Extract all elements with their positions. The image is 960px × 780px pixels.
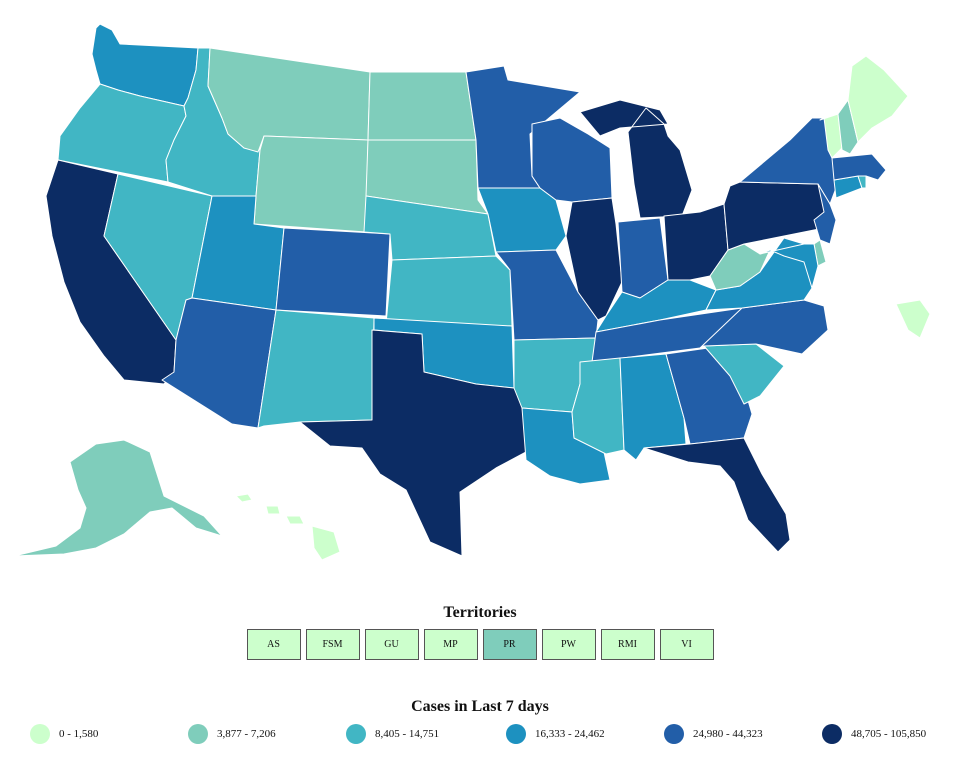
legend-swatch [506,724,526,744]
state-dc[interactable] [895,299,931,339]
state-mn[interactable] [465,65,581,189]
state-mi[interactable] [579,99,693,219]
us-map [13,23,931,561]
territory-button-mp[interactable]: MP [423,629,478,660]
territory-label: FSM [322,639,343,650]
state-md[interactable] [759,243,819,289]
territory-label: VI [681,639,692,650]
territory-button-rmi[interactable]: RMI [600,629,655,660]
legend-label: 24,980 - 44,323 [693,728,763,740]
legend-label: 8,405 - 14,751 [375,728,440,740]
legend-item: 48,705 - 105,850 [822,722,926,746]
territory-label: PW [561,639,576,650]
state-co[interactable] [275,227,391,317]
territory-buttons: AS FSM GU MP PR PW RMI VI [0,629,960,660]
legend-swatch [30,724,50,744]
legend-item: 8,405 - 14,751 [346,722,439,746]
legend-items: 0 - 1,580 3,877 - 7,206 8,405 - 14,751 1… [0,722,960,746]
state-me[interactable] [847,55,909,143]
state-nm[interactable] [257,309,375,429]
legend-label: 3,877 - 7,206 [217,728,276,740]
territory-label: RMI [618,639,637,650]
state-sd[interactable] [365,139,489,215]
state-mo[interactable] [495,249,599,341]
legend-label: 0 - 1,580 [59,728,99,740]
legend-item: 0 - 1,580 [30,722,98,746]
state-tx[interactable] [299,329,527,557]
legend-swatch [822,724,842,744]
state-fl[interactable] [643,437,791,553]
territory-label: GU [384,639,399,650]
state-ks[interactable] [385,255,513,327]
legend-item: 24,980 - 44,323 [664,722,763,746]
legend-item: 16,333 - 24,462 [506,722,605,746]
territory-button-as[interactable]: AS [246,629,301,660]
us-map-svg [13,23,931,561]
legend-swatch [664,724,684,744]
legend-label: 16,333 - 24,462 [535,728,605,740]
state-mt[interactable] [207,47,371,153]
state-ma[interactable] [831,153,887,181]
territory-button-gu[interactable]: GU [364,629,419,660]
territories-panel: Territories AS FSM GU MP PR PW RMI VI [0,604,960,660]
state-pa[interactable] [723,181,829,251]
territory-label: PR [503,639,516,650]
state-ak[interactable] [13,439,223,557]
legend-title: Cases in Last 7 days [411,698,549,715]
legend-label: 48,705 - 105,850 [851,728,927,740]
legend-item: 3,877 - 7,206 [188,722,276,746]
state-ms[interactable] [571,357,625,455]
legend: Cases in Last 7 days 0 - 1,580 3,877 - 7… [0,698,960,744]
legend-swatch [188,724,208,744]
territory-button-pr[interactable]: PR [482,629,537,660]
territory-label: AS [267,639,280,650]
territory-button-fsm[interactable]: FSM [305,629,360,660]
territory-button-vi[interactable]: VI [659,629,714,660]
state-nh[interactable] [837,99,859,155]
state-nj[interactable] [813,183,837,245]
state-nd[interactable] [367,71,477,141]
territory-button-pw[interactable]: PW [541,629,596,660]
territories-title: Territories [443,604,517,621]
state-hi[interactable] [235,493,341,561]
state-wy[interactable] [253,135,369,233]
territory-label: MP [443,639,458,650]
legend-swatch [346,724,366,744]
